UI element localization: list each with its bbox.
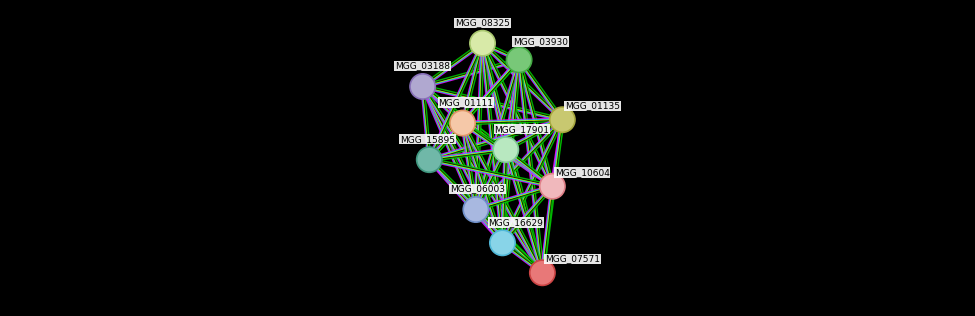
Circle shape — [449, 110, 475, 136]
Text: MGG_10604: MGG_10604 — [555, 168, 609, 177]
Text: MGG_01135: MGG_01135 — [565, 101, 620, 110]
Text: MGG_16629: MGG_16629 — [488, 218, 543, 227]
Text: MGG_17901: MGG_17901 — [494, 125, 549, 134]
Circle shape — [540, 173, 565, 199]
Circle shape — [416, 147, 442, 172]
Circle shape — [463, 197, 488, 222]
Text: MGG_01111: MGG_01111 — [439, 98, 493, 107]
Text: MGG_15895: MGG_15895 — [400, 135, 455, 144]
Text: MGG_08325: MGG_08325 — [455, 18, 510, 27]
Circle shape — [489, 230, 515, 255]
Text: MGG_07571: MGG_07571 — [545, 254, 600, 264]
Circle shape — [550, 107, 575, 132]
Circle shape — [410, 74, 435, 99]
Circle shape — [470, 31, 495, 56]
Circle shape — [529, 260, 555, 285]
Circle shape — [493, 137, 519, 162]
Circle shape — [506, 47, 531, 72]
Text: MGG_03188: MGG_03188 — [395, 62, 450, 70]
Text: MGG_03930: MGG_03930 — [513, 37, 568, 46]
Text: MGG_06003: MGG_06003 — [450, 185, 505, 194]
